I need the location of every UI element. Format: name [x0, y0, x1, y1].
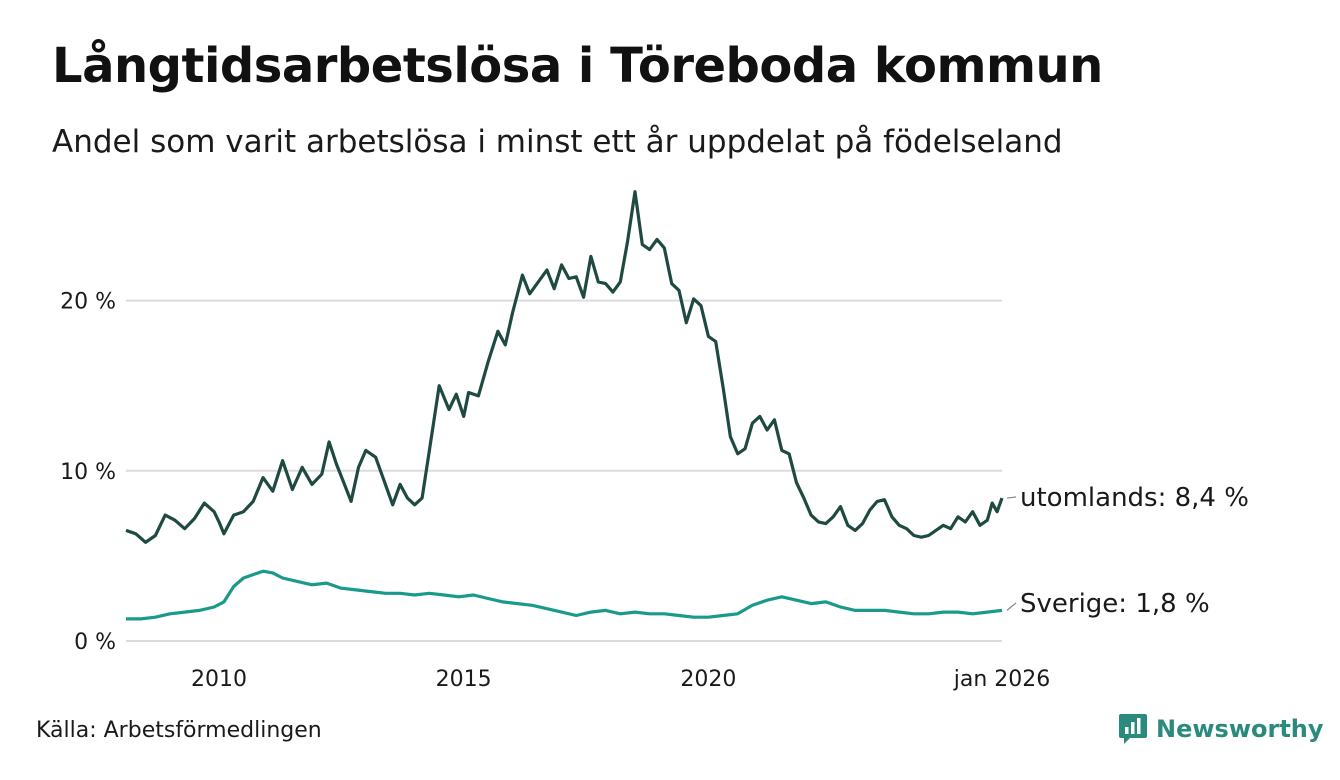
x-tick-label: 2010: [191, 667, 247, 692]
brand-name: Newsworthy: [1156, 715, 1324, 743]
series-end-label: Sverige: 1,8 %: [1020, 589, 1210, 619]
y-tick-label: 20 %: [60, 290, 116, 315]
x-tick-label: 2020: [680, 667, 736, 692]
y-tick-label: 10 %: [60, 460, 116, 485]
y-axis: 0 % 10 % 20 %: [60, 290, 116, 655]
page-subtitle: Andel som varit arbetslösa i minst ett å…: [52, 124, 1063, 160]
x-tick-label: 2015: [436, 667, 492, 692]
series-end-labels: utomlands: 8,4 % Sverige: 1,8 %: [1006, 483, 1249, 619]
source-note: Källa: Arbetsförmedlingen: [36, 718, 322, 743]
label-connector: [1006, 496, 1017, 499]
grid-lines: [126, 299, 1002, 642]
series-lines: [125, 190, 1004, 621]
newsworthy-icon: [1119, 714, 1147, 744]
y-tick-label: 0 %: [74, 630, 116, 655]
brand-logo[interactable]: Newsworthy: [1118, 712, 1324, 746]
series-line-sverige: [126, 569, 1003, 621]
page-title: Långtidsarbetslösa i Töreboda kommun: [52, 38, 1103, 94]
x-tick-label: jan 2026: [953, 667, 1051, 692]
series-line-utomlands: [125, 190, 1004, 544]
series-end-label: utomlands: 8,4 %: [1020, 483, 1249, 513]
label-connector: [1006, 602, 1017, 611]
x-axis: 2010 2015 2020 jan 2026: [191, 667, 1050, 692]
